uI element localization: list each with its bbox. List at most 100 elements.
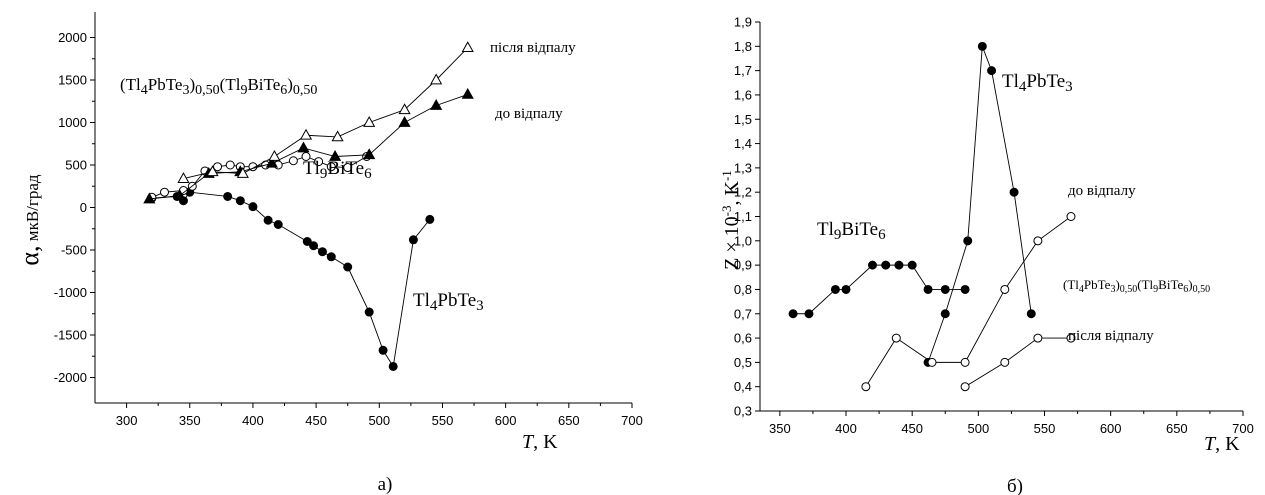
y-tick-label-1500: 1500 [58,73,87,88]
annotation-compound: (Tl4PbTe3)0,50(Tl9BiTe6)0,50 [120,75,317,98]
y-tick-label-15: 1,5 [734,112,752,127]
series-3 [960,333,1076,392]
data-point-0-10 [309,241,319,251]
data-point-3-4 [299,128,313,140]
data-point-3-0 [960,382,970,392]
data-point-0-7 [907,260,917,270]
data-point-3-2 [1033,333,1043,343]
data-point-0-4 [867,260,877,270]
series-line-3 [964,337,1071,388]
y-tick-label-06: 0,6 [734,331,752,346]
data-point-3-5 [331,130,344,142]
data-point-3-6 [363,115,376,127]
panel-label: а) [378,474,393,495]
data-point-2-8 [398,115,411,127]
annotation-after: після відпалу [490,40,576,56]
data-point-0-3 [841,284,851,294]
x-tick-label-300: 300 [116,413,138,428]
x-tick-label-500: 500 [967,421,989,436]
annotation-after: після відпалу [1068,328,1154,344]
y-tick-label-19: 1,9 [734,15,752,30]
data-point-3-0 [177,172,190,183]
data-point-0-6 [894,260,904,270]
x-tick-label-550: 550 [1034,421,1056,436]
data-point-2-3 [960,357,970,367]
y-tick-label-0: 0 [80,200,87,215]
data-point-2-1 [173,189,186,200]
annotation-tl9: Tl9BiTe6 [817,219,886,243]
x-tick-label-450: 450 [305,413,327,428]
data-point-1-2 [963,236,973,246]
data-point-0-13 [343,262,353,272]
data-point-2-5 [297,141,310,153]
data-point-0-14 [364,307,374,317]
y-tick-label-07: 0,7 [734,306,752,321]
y-tick-label-500: 500 [65,158,87,173]
x-tick-label-350: 350 [769,421,791,436]
data-point-0-18 [425,214,435,224]
x-tick-label-700: 700 [1232,421,1254,436]
data-point-2-4 [265,156,278,168]
data-point-0-0 [788,309,798,319]
y-tick-label--1500: -1500 [54,328,87,343]
y-tick-label--1000: -1000 [54,285,87,300]
data-point-1-11 [288,156,298,166]
data-point-3-1 [1000,357,1010,367]
annotation-tl9: Tl9BiTe6 [303,158,372,182]
data-point-2-0 [143,192,156,204]
y-tick-label-2000: 2000 [58,30,87,45]
annotation-compound: (Tl4PbTe3)0,50(Tl9BiTe6)0,50 [1063,277,1210,295]
y-tick-label--500: -500 [61,243,87,258]
data-point-0-15 [378,345,388,355]
data-point-1-15 [343,163,353,173]
data-point-0-8 [273,220,283,229]
data-point-2-1 [891,333,901,343]
data-point-0-1 [804,309,814,319]
data-point-3-2 [236,166,249,178]
y-tick-label-05: 0,5 [734,355,752,370]
data-point-1-1 [940,309,950,319]
y-tick-label-17: 1,7 [734,63,752,78]
data-point-1-6 [1026,309,1036,319]
data-point-3-3 [1066,333,1076,343]
x-tick-label-650: 650 [558,413,580,428]
series-line-3 [183,47,469,180]
x-tick-label-450: 450 [901,421,923,436]
data-point-0-9 [302,237,312,246]
y-tick-label-1000: 1000 [58,115,87,130]
data-point-0-6 [248,202,258,212]
data-point-3-8 [430,73,443,85]
series-line-2 [149,94,468,200]
data-point-3-1 [206,165,219,177]
x-tick-label-550: 550 [432,413,454,428]
data-point-1-13 [314,157,324,167]
data-point-2-10 [461,87,474,99]
data-point-1-14 [326,162,336,172]
data-point-0-16 [388,361,398,371]
panel-label: б) [1007,476,1023,495]
y-tick-label-09: 0,9 [734,258,752,273]
data-point-0-7 [263,215,273,225]
data-point-3-7 [398,103,411,115]
data-point-0-11 [317,247,327,257]
x-tick-label-400: 400 [835,421,857,436]
data-point-0-4 [223,191,233,201]
data-point-2-9 [430,98,443,110]
x-tick-label-700: 700 [621,413,643,428]
series-2 [861,212,1076,392]
data-point-1-5 [1009,187,1019,197]
y-tick-label-18: 1,8 [734,39,752,54]
data-point-3-9 [461,41,474,53]
x-tick-label-500: 500 [368,413,390,428]
x-tick-label-600: 600 [1100,421,1122,436]
y-tick-label-13: 1,3 [734,160,752,175]
series-0 [788,260,970,319]
data-point-2-7 [363,148,376,160]
data-point-3-3 [268,149,281,161]
data-point-1-12 [301,152,311,161]
chart-panel-0: 300 350 400 450 500 550 600 650 700 -2000 -1500 -10… [15,12,643,495]
data-point-2-0 [861,382,871,392]
data-point-1-3 [977,41,987,51]
data-point-0-12 [326,252,336,262]
